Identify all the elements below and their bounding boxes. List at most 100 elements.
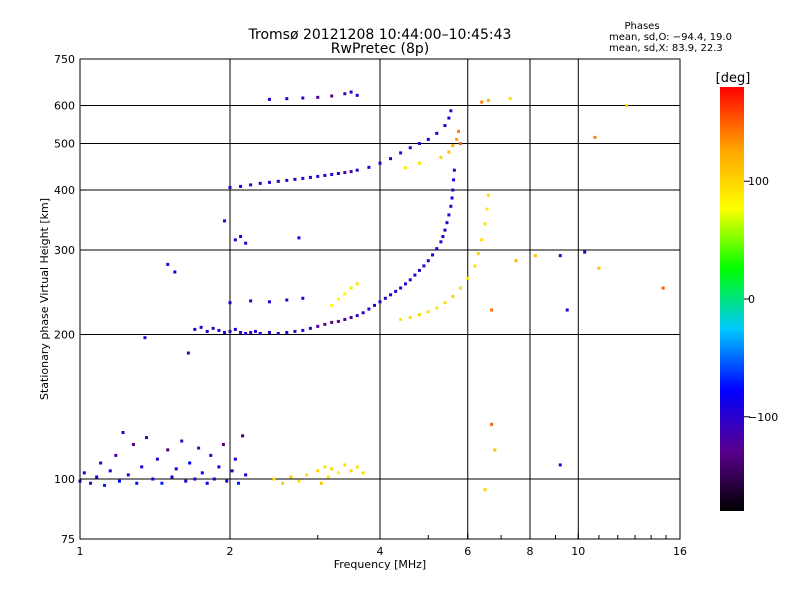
data-point-x [451, 295, 455, 299]
data-point-o [205, 481, 209, 485]
data-point-x [483, 488, 487, 492]
data-point-o [170, 475, 174, 479]
grid-lines [80, 59, 680, 539]
data-point-o [200, 471, 204, 475]
data-point-o [145, 436, 149, 440]
data-point-o [316, 324, 320, 328]
data-point-x [625, 104, 629, 108]
data-point-o [212, 477, 216, 481]
data-point-x [316, 469, 320, 473]
data-point-o [135, 481, 139, 485]
data-point-x [297, 479, 301, 483]
data-point-o [225, 479, 229, 483]
colorbar-tick-label: 0 [748, 293, 755, 306]
data-point-o [249, 183, 253, 187]
data-point-o [417, 142, 421, 146]
y-tick-label: 750 [54, 53, 75, 66]
x-tick-label: 6 [464, 545, 471, 558]
data-point-x [281, 481, 285, 485]
colorbar-tick-label: −100 [748, 411, 778, 424]
data-point-o [349, 170, 353, 174]
data-point-o [349, 90, 353, 94]
data-point-x [439, 155, 443, 159]
phase-stats-x: mean, sd,X: 83.9, 22.3 [609, 43, 723, 54]
data-point-o [95, 475, 99, 479]
data-point-o [205, 329, 209, 333]
data-point-o [173, 270, 177, 274]
data-point-o [285, 97, 289, 101]
data-point-o [389, 157, 393, 161]
data-point-o [355, 314, 359, 318]
data-point-o [249, 330, 253, 334]
data-point-o [267, 330, 271, 334]
data-point-o [443, 124, 447, 128]
data-point-o [452, 168, 456, 172]
data-point-x [330, 303, 334, 307]
data-point-o [308, 175, 312, 179]
data-point-o [217, 465, 221, 469]
data-point-o [330, 172, 334, 176]
data-point-x [323, 465, 327, 469]
chart-title: Tromsø 20121208 10:44:00–10:45:43 [248, 27, 512, 43]
data-point-o [355, 93, 359, 97]
data-point-o [408, 146, 412, 150]
data-point-o [426, 137, 430, 141]
data-point-o [447, 213, 451, 217]
data-point-x [417, 161, 421, 165]
data-point-o [285, 330, 289, 334]
data-point-o [258, 181, 262, 185]
data-point-o [383, 296, 387, 300]
data-point-x [451, 144, 455, 148]
data-point-o [267, 180, 271, 184]
data-point-o [184, 479, 188, 483]
data-point-x [399, 317, 403, 321]
colorbar-label: [deg] [716, 71, 751, 86]
data-point-o [223, 219, 227, 223]
data-point-o [253, 329, 257, 333]
colorbar-gradient [720, 87, 744, 511]
data-point-x [483, 222, 487, 226]
data-point-o [193, 477, 197, 481]
data-point-o [394, 289, 398, 293]
data-point-o [233, 238, 237, 242]
data-point-x [597, 266, 601, 270]
data-point-o [236, 481, 240, 485]
data-point-o [558, 463, 562, 467]
data-point-o [131, 443, 135, 447]
data-point-x [485, 207, 489, 211]
data-point-o [435, 247, 439, 251]
data-point-o [99, 461, 103, 465]
data-point-x [361, 471, 365, 475]
data-point-o [435, 131, 439, 135]
data-point-o [583, 250, 587, 254]
data-point-o [239, 235, 243, 239]
data-point-x [455, 137, 459, 141]
data-point-o [367, 307, 371, 311]
colorbar: [deg] 100 0 −100 [716, 71, 778, 511]
data-point-x [355, 282, 359, 286]
data-point-x [343, 292, 347, 296]
data-point-o [447, 116, 451, 120]
data-point-x [330, 467, 334, 471]
data-point-x [480, 238, 484, 242]
y-tick-label: 200 [54, 329, 75, 342]
data-point-o [166, 262, 170, 266]
data-point-o [223, 330, 227, 334]
data-point-x [458, 286, 462, 290]
data-point-o [343, 92, 347, 96]
phase-stats-o: mean, sd,O: −94.4, 19.0 [609, 32, 732, 43]
data-point-o [108, 469, 112, 473]
data-point-o [308, 326, 312, 330]
data-point-o [211, 326, 215, 330]
data-point-o [186, 351, 190, 355]
data-point-o [293, 177, 297, 181]
x-tick-label: 8 [527, 545, 534, 558]
data-point-o [403, 282, 407, 286]
data-point-o [114, 453, 118, 457]
data-point-o [316, 174, 320, 178]
x-tick-label: 2 [227, 545, 234, 558]
data-point-o [197, 446, 201, 450]
data-point-o [239, 184, 243, 188]
data-point-x [661, 286, 665, 290]
